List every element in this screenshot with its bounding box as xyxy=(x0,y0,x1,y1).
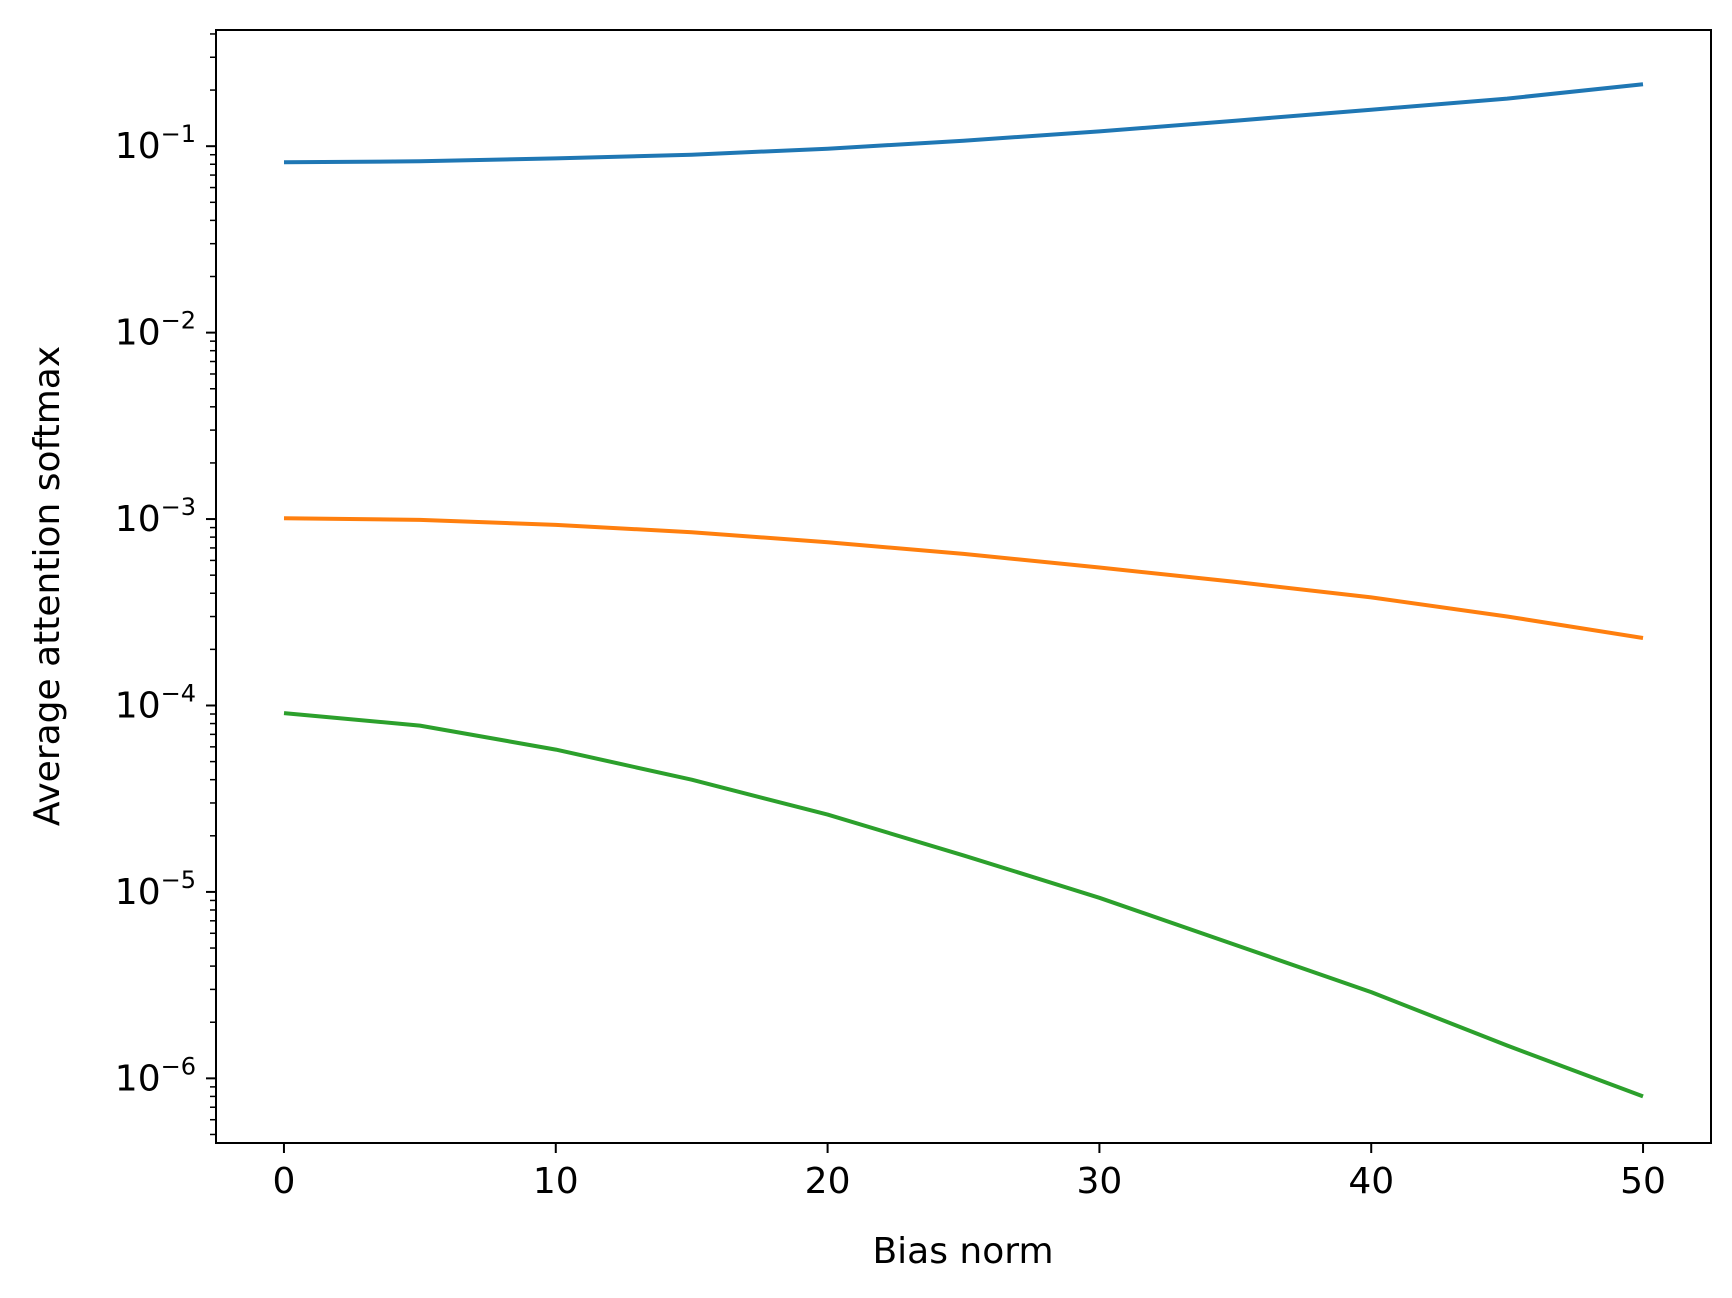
series-line-2 xyxy=(283,516,1644,640)
x-axis: 0 10 20 30 40 50 xyxy=(273,1143,1666,1202)
x-tick-label: 40 xyxy=(1348,1161,1394,1202)
x-tick-label: 50 xyxy=(1620,1161,1666,1202)
y-axis-label: Average attention softmax xyxy=(27,346,68,826)
y-tick-label: 10−1 xyxy=(115,120,196,167)
series-line-3 xyxy=(283,711,1644,1099)
series-line-1 xyxy=(283,82,1644,165)
y-tick-label: 10−3 xyxy=(115,493,196,540)
y-tick-label: 10−2 xyxy=(115,307,196,354)
x-axis-label: Bias norm xyxy=(872,1231,1053,1272)
y-tick-label: 10−4 xyxy=(115,679,196,726)
y-tick-label: 10−5 xyxy=(115,866,196,913)
x-tick-label: 0 xyxy=(273,1161,296,1202)
x-tick-label: 10 xyxy=(533,1161,579,1202)
plot-area-frame xyxy=(215,29,1712,1144)
y-axis: 10−6 10−5 10−4 10−3 10−2 10−1 xyxy=(115,33,216,1136)
series-layer xyxy=(283,82,1644,1099)
x-tick-label: 30 xyxy=(1077,1161,1123,1202)
y-tick-label: 10−6 xyxy=(115,1052,196,1099)
x-tick-label: 20 xyxy=(805,1161,851,1202)
